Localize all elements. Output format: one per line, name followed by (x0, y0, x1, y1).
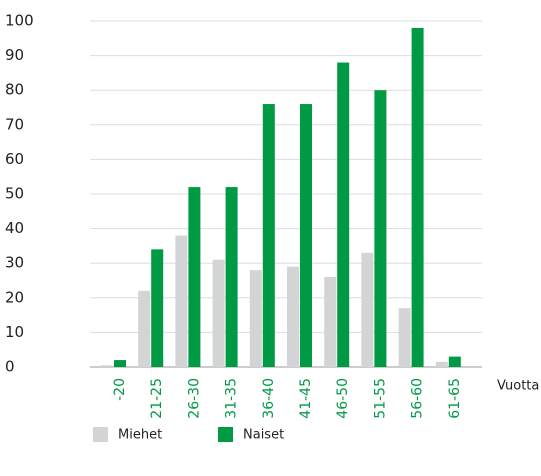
bar (287, 266, 299, 367)
bar (435, 361, 448, 367)
y-tick-label: 30 (5, 254, 24, 272)
bar (324, 277, 337, 367)
x-tick-label: 51-55 (372, 378, 388, 419)
x-tick-label: -20 (112, 378, 128, 401)
bar (337, 62, 350, 368)
bar (101, 365, 113, 367)
legend-swatch (93, 427, 108, 442)
x-axis-label: Vuotta (497, 379, 539, 394)
bar (448, 356, 461, 367)
bar (138, 290, 151, 367)
bar (374, 90, 387, 367)
y-tick-label: 40 (5, 219, 24, 237)
bar (398, 308, 411, 367)
bar (114, 360, 126, 367)
bar (300, 104, 312, 367)
bar (151, 249, 164, 367)
bar (212, 259, 225, 367)
x-tick-label: 61-65 (447, 378, 463, 419)
y-tick-label: 20 (5, 288, 24, 306)
x-tick-label: 31-35 (224, 378, 240, 419)
bar (225, 187, 238, 367)
bar (411, 27, 424, 367)
bar (361, 252, 374, 367)
y-tick-label: 80 (5, 81, 24, 99)
y-tick-label: 60 (5, 150, 24, 168)
bar (188, 187, 201, 367)
bar (249, 270, 262, 367)
x-tick-label: 41-45 (298, 378, 314, 419)
y-tick-label: 0 (5, 358, 15, 376)
x-tick-label: 46-50 (335, 378, 351, 419)
x-tick-label: 26-30 (186, 378, 202, 419)
x-tick-label: 36-40 (261, 378, 277, 419)
legend-swatch (218, 427, 233, 442)
y-tick-label: 90 (5, 46, 24, 64)
x-tick-label: 56-60 (410, 378, 426, 419)
bar (175, 235, 188, 367)
y-tick-label: 70 (5, 115, 24, 133)
y-tick-label: 50 (5, 185, 24, 203)
legend-label: Miehet (118, 428, 162, 443)
bar (262, 104, 275, 367)
x-tick-label: 21-25 (149, 378, 165, 419)
y-tick-label: 10 (5, 323, 24, 341)
legend-label: Naiset (243, 428, 284, 443)
y-tick-label: 100 (5, 12, 34, 30)
